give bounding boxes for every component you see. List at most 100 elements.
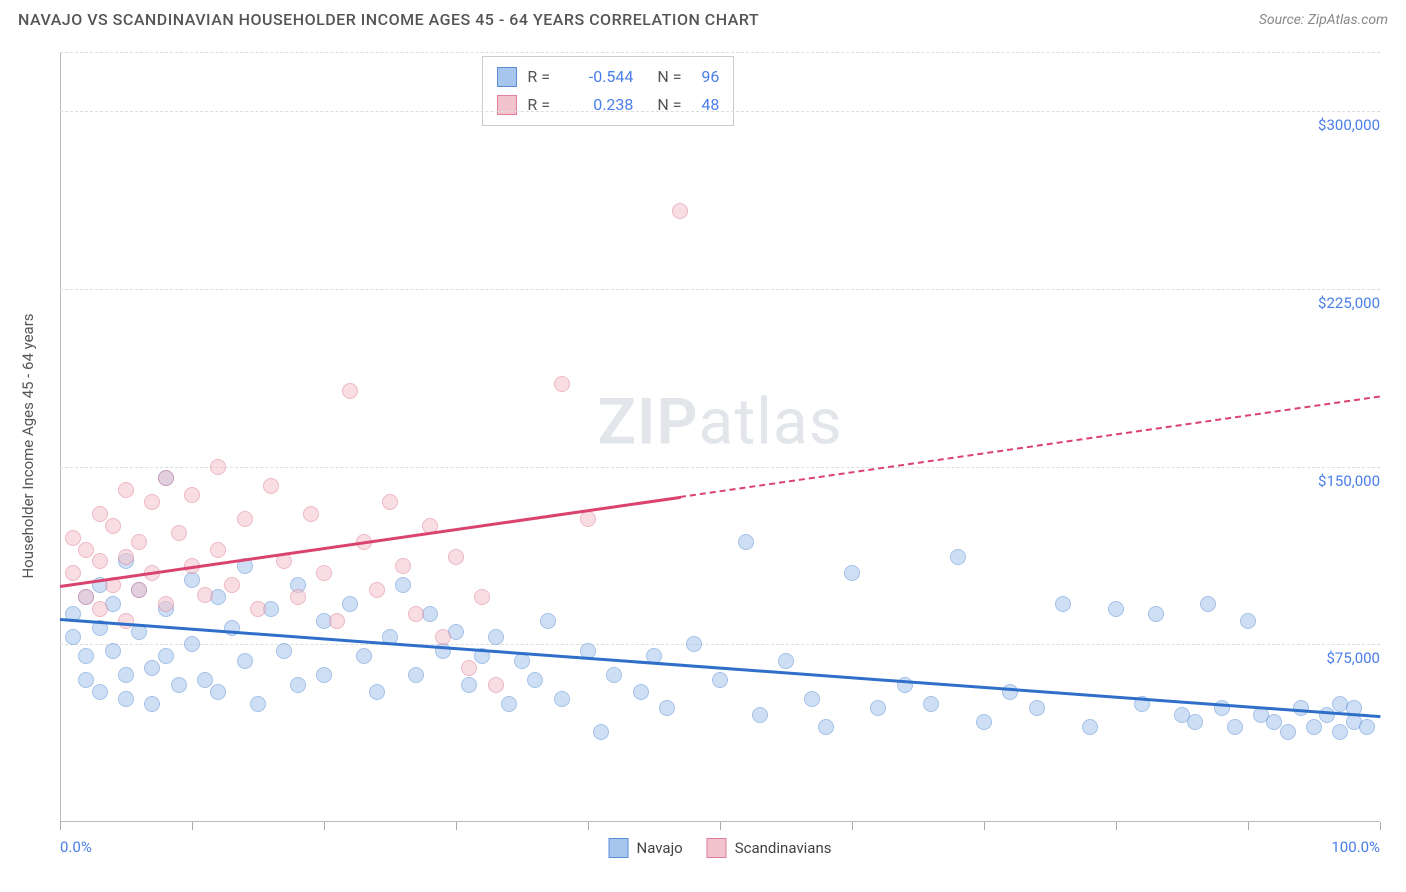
data-point xyxy=(606,667,622,683)
data-point xyxy=(118,613,134,629)
r-value: -0.544 xyxy=(571,63,633,91)
x-tick xyxy=(60,822,61,830)
data-point xyxy=(118,482,134,498)
stat-row: R = -0.544 N = 96 xyxy=(497,63,719,91)
y-tick-label: $150,000 xyxy=(1312,470,1386,492)
data-point xyxy=(369,684,385,700)
legend-item: Navajo xyxy=(609,838,683,858)
data-point xyxy=(408,667,424,683)
data-point xyxy=(1108,601,1124,617)
data-point xyxy=(78,542,94,558)
data-point xyxy=(1306,719,1322,735)
data-point xyxy=(395,558,411,574)
data-point xyxy=(105,643,121,659)
data-point xyxy=(65,530,81,546)
y-tick-label: $300,000 xyxy=(1312,114,1386,136)
data-point xyxy=(65,565,81,581)
chart-title: NAVAJO VS SCANDINAVIAN HOUSEHOLDER INCOM… xyxy=(18,10,759,29)
data-point xyxy=(554,691,570,707)
data-point xyxy=(144,696,160,712)
data-point xyxy=(131,624,147,640)
data-point xyxy=(501,696,517,712)
data-point xyxy=(158,596,174,612)
x-tick xyxy=(720,822,721,830)
data-point xyxy=(1029,700,1045,716)
data-point xyxy=(1002,684,1018,700)
correlation-stats-box: R =-0.544N =96R =0.238N =48 xyxy=(482,56,734,126)
data-point xyxy=(923,696,939,712)
data-point xyxy=(1359,719,1375,735)
x-tick xyxy=(1116,822,1117,830)
data-point xyxy=(435,629,451,645)
data-point xyxy=(184,487,200,503)
data-point xyxy=(65,629,81,645)
data-point xyxy=(197,587,213,603)
legend-swatch xyxy=(497,67,517,87)
gridline xyxy=(60,52,1380,53)
data-point xyxy=(210,542,226,558)
data-point xyxy=(131,582,147,598)
data-point xyxy=(1280,724,1296,740)
data-point xyxy=(158,470,174,486)
data-point xyxy=(1240,613,1256,629)
data-point xyxy=(92,684,108,700)
data-point xyxy=(844,565,860,581)
data-point xyxy=(329,613,345,629)
n-value: 48 xyxy=(701,91,719,119)
data-point xyxy=(210,459,226,475)
trendline xyxy=(680,396,1380,499)
gridline xyxy=(60,111,1380,112)
data-point xyxy=(870,700,886,716)
data-point xyxy=(250,696,266,712)
series-legend: Navajo Scandinavians xyxy=(609,838,832,858)
data-point xyxy=(488,677,504,693)
data-point xyxy=(131,534,147,550)
data-point xyxy=(659,700,675,716)
data-point xyxy=(976,714,992,730)
gridline xyxy=(60,644,1380,645)
data-point xyxy=(461,660,477,676)
data-point xyxy=(92,506,108,522)
data-point xyxy=(1082,719,1098,735)
data-point xyxy=(395,577,411,593)
data-point xyxy=(1227,719,1243,735)
data-point xyxy=(276,643,292,659)
data-point xyxy=(171,677,187,693)
data-point xyxy=(382,494,398,510)
data-point xyxy=(1319,707,1335,723)
data-point xyxy=(554,376,570,392)
data-point xyxy=(448,549,464,565)
data-point xyxy=(171,525,187,541)
data-point xyxy=(92,553,108,569)
data-point xyxy=(1148,606,1164,622)
data-point xyxy=(263,478,279,494)
data-point xyxy=(1200,596,1216,612)
data-point xyxy=(778,653,794,669)
data-point xyxy=(197,672,213,688)
data-point xyxy=(408,606,424,622)
data-point xyxy=(78,672,94,688)
data-point xyxy=(474,589,490,605)
chart-area: ZIPatlas NavajoScandinavians R =-0.544N … xyxy=(60,52,1380,822)
n-label: N = xyxy=(657,91,691,119)
x-tick xyxy=(588,822,589,830)
legend-swatch xyxy=(609,838,629,858)
x-tick xyxy=(1380,822,1381,830)
data-point xyxy=(488,629,504,645)
legend-item: Scandinavians xyxy=(707,838,832,858)
data-point xyxy=(184,636,200,652)
data-point xyxy=(540,613,556,629)
data-point xyxy=(92,601,108,617)
legend-swatch xyxy=(707,838,727,858)
data-point xyxy=(672,203,688,219)
data-point xyxy=(184,572,200,588)
r-label: R = xyxy=(527,63,561,91)
data-point xyxy=(818,719,834,735)
x-tick-label: 0.0% xyxy=(60,838,92,856)
data-point xyxy=(250,601,266,617)
data-point xyxy=(158,648,174,664)
data-point xyxy=(316,565,332,581)
gridline xyxy=(60,289,1380,290)
n-label: N = xyxy=(657,63,691,91)
n-value: 96 xyxy=(701,63,719,91)
